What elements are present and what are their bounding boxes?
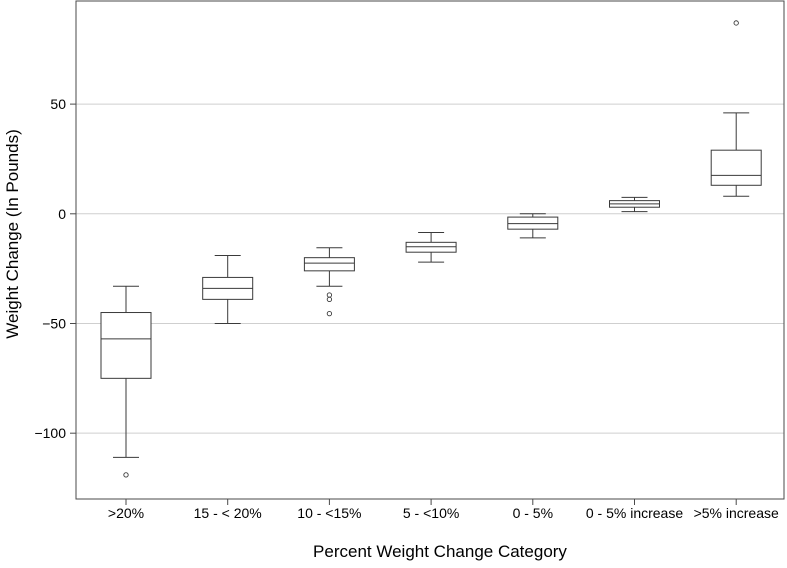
outlier-point xyxy=(123,472,129,478)
box-group xyxy=(100,285,152,478)
box-group xyxy=(202,254,254,324)
box-group xyxy=(710,20,762,197)
gridlines xyxy=(76,103,784,434)
y-axis-title: Weight Change (In Pounds) xyxy=(3,129,22,338)
outlier-point xyxy=(326,310,333,317)
y-tick-label: 0 xyxy=(58,206,66,222)
box-iqr xyxy=(100,312,152,379)
box-group xyxy=(609,196,660,213)
box-iqr xyxy=(303,257,355,272)
x-axis-ticks: >20% 15 - < 20% 10 - <15% 5 - <10% 0 - 5% 0 -… xyxy=(108,499,779,521)
y-tick-label: −50 xyxy=(42,315,66,331)
outlier-point xyxy=(733,20,739,26)
y-axis-ticks: 50 0 −50 −100 xyxy=(34,96,76,441)
y-tick-label: 50 xyxy=(50,96,66,112)
outlier-point xyxy=(326,296,333,303)
box-series xyxy=(100,20,762,478)
x-tick-label: 5 - <10% xyxy=(403,505,459,521)
box-group xyxy=(507,213,559,239)
box-iqr xyxy=(507,216,559,230)
plot-frame xyxy=(75,0,785,500)
x-tick-label: 10 - <15% xyxy=(297,505,361,521)
x-tick-label: 0 - 5% xyxy=(513,505,553,521)
box-group xyxy=(303,247,355,317)
y-tick-label: −100 xyxy=(34,425,66,441)
box-group xyxy=(405,231,457,263)
x-tick-label: 0 - 5% increase xyxy=(586,505,683,521)
x-tick-label: 15 - < 20% xyxy=(194,505,262,521)
box-iqr xyxy=(710,149,762,186)
box-iqr xyxy=(405,241,457,253)
x-axis-title: Percent Weight Change Category xyxy=(313,542,567,561)
x-tick-label: >5% increase xyxy=(694,505,779,521)
x-tick-label: >20% xyxy=(108,505,144,521)
outlier-point xyxy=(326,292,333,298)
